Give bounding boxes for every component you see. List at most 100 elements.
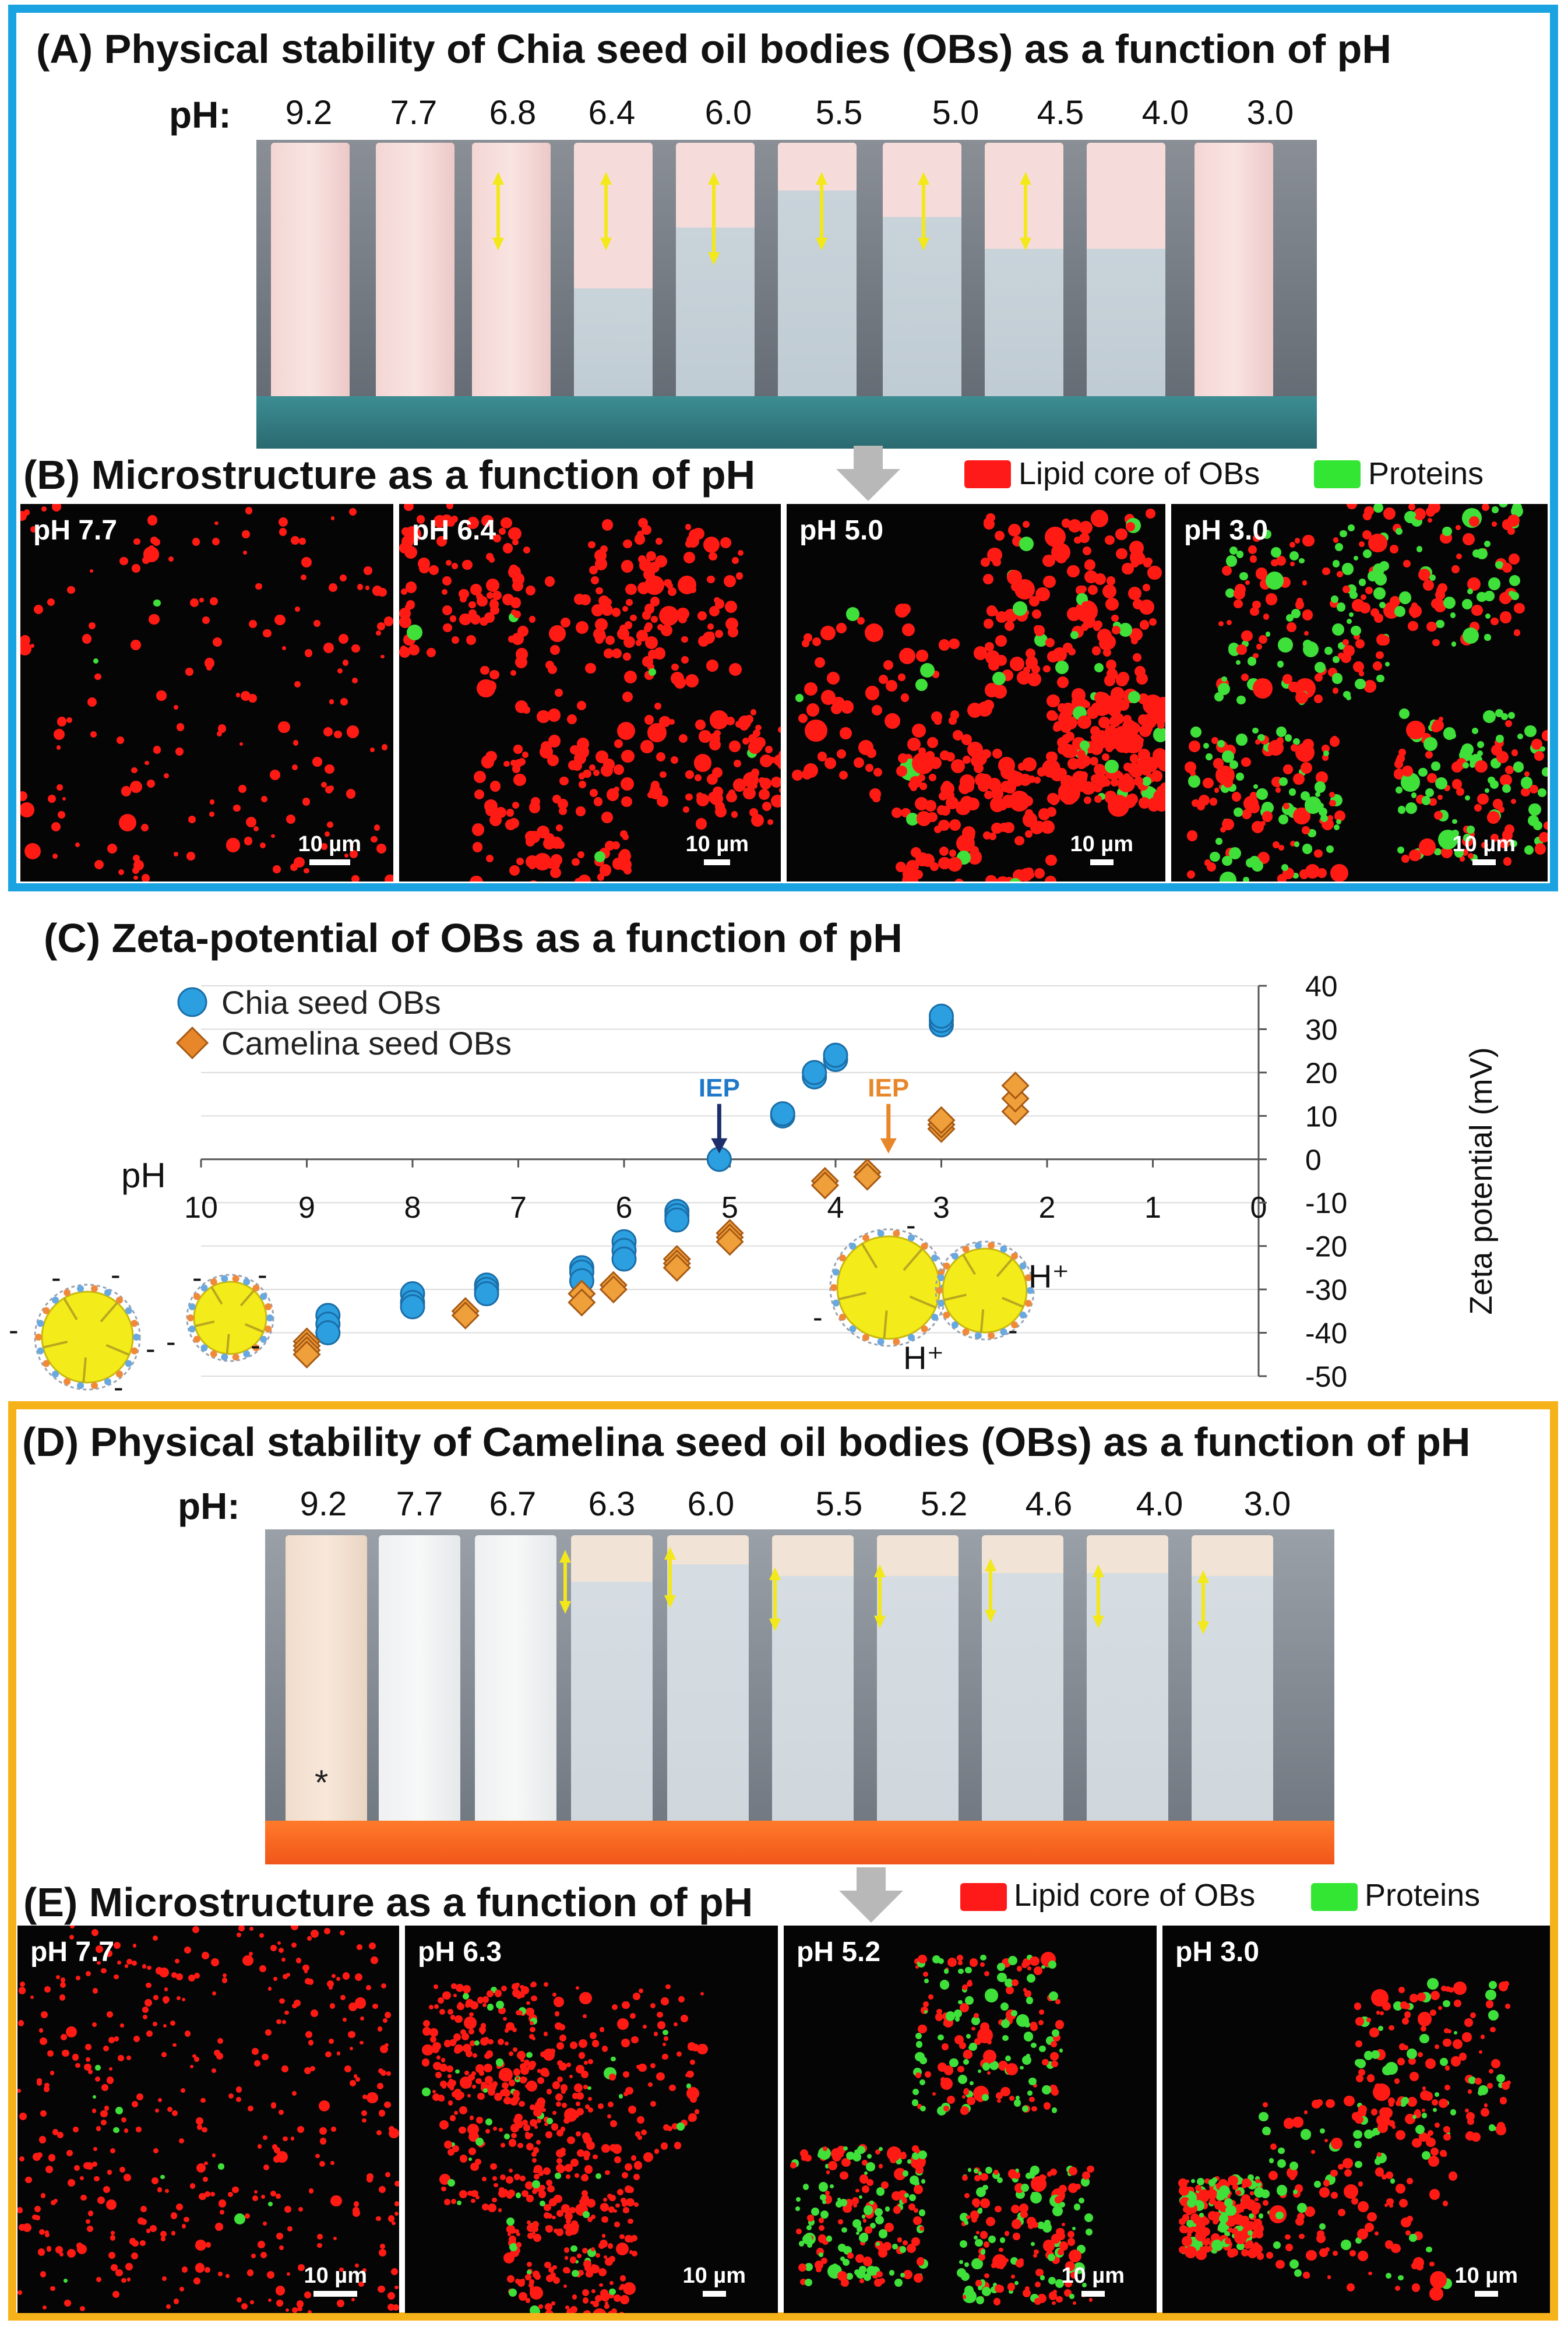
oil-body-droplet	[1040, 2275, 1045, 2280]
oil-body-pos-1-protein-dot	[862, 1334, 869, 1341]
oil-body-droplet	[103, 2045, 110, 2052]
oil-body-droplet	[1429, 798, 1437, 806]
micrograph-label: pH 7.7	[33, 515, 118, 546]
oil-body-droplet	[1444, 2065, 1450, 2071]
oil-body-droplet	[348, 507, 357, 516]
oil-body-neg-large-protein-dot	[77, 1285, 84, 1292]
oil-body-droplet	[470, 2198, 475, 2203]
oil-body-droplet	[865, 2226, 872, 2234]
oil-body-droplet	[1105, 597, 1119, 611]
oil-body-droplet	[552, 2110, 557, 2115]
oil-body-droplet	[118, 869, 125, 876]
oil-body-droplet	[1081, 2171, 1090, 2180]
oil-body-droplet	[1070, 630, 1079, 639]
oil-body-droplet	[911, 2099, 918, 2106]
oil-body-droplet	[977, 2069, 982, 2074]
oil-body-droplet	[609, 2195, 616, 2202]
oil-body-droplet	[250, 2300, 254, 2304]
oil-body-droplet	[1396, 757, 1403, 764]
oil-body-droplet	[281, 2020, 286, 2024]
oil-body-droplet	[960, 2213, 969, 2222]
oil-body-droplet	[1323, 750, 1330, 757]
oil-body-droplet	[1052, 2301, 1056, 2305]
oil-body-droplet	[379, 2249, 386, 2257]
oil-body-droplet	[967, 1981, 972, 1987]
oil-body-droplet	[598, 2103, 604, 2110]
oil-body-droplet	[771, 794, 781, 808]
oil-body-droplet	[175, 2203, 183, 2211]
oil-body-droplet	[843, 2146, 848, 2151]
oil-body-droplet	[184, 1947, 192, 1954]
oil-body-droplet	[112, 2291, 119, 2298]
oil-body-droplet	[865, 686, 880, 701]
oil-body-droplet	[599, 864, 612, 876]
oil-body-droplet	[590, 2214, 596, 2219]
oil-body-droplet	[96, 2276, 101, 2282]
oil-body-droplet	[1314, 2180, 1321, 2188]
oil-body-droplet	[636, 630, 649, 642]
oil-body-droplet	[1419, 2033, 1429, 2044]
oil-body-neg-large-oleosin	[105, 1344, 130, 1356]
oil-body-droplet	[552, 2215, 556, 2220]
oil-body-droplet	[1188, 775, 1201, 788]
iep-arrow-head	[711, 1138, 728, 1154]
oil-body-droplet	[491, 1987, 497, 1993]
oil-body-droplet	[1397, 846, 1405, 854]
tube-rack-base	[265, 1821, 1334, 1864]
oil-body-droplet	[472, 2053, 478, 2058]
oil-body-pos-2-protein-dot	[943, 1311, 950, 1319]
oil-body-droplet	[141, 874, 150, 882]
oil-body-pos-1-protein-dot	[931, 1254, 939, 1262]
oil-body-droplet	[698, 636, 709, 647]
oil-body-droplet	[504, 2028, 509, 2033]
oil-body-droplet	[1447, 2029, 1452, 2034]
oil-body-droplet	[1212, 2177, 1218, 2183]
oil-body-neg-large-protein-dot	[43, 1360, 50, 1367]
oil-body-droplet	[179, 2286, 184, 2291]
oil-body-droplet	[1354, 2002, 1362, 2010]
oil-body-droplet	[918, 1954, 927, 1964]
oil-body-droplet	[1224, 2238, 1231, 2245]
oil-body-neg-small-protein-dot	[232, 1353, 239, 1361]
oil-body-droplet	[544, 2203, 551, 2212]
oil-body-droplet	[1149, 618, 1157, 626]
oil-body-droplet	[295, 607, 301, 612]
oil-body-neg-large-protein-dot	[104, 1378, 111, 1385]
oil-body-droplet	[943, 2065, 954, 2076]
oil-body-droplet	[1272, 841, 1280, 848]
oil-body-droplet	[1344, 2184, 1359, 2199]
ph-value-label: 6.3	[588, 1485, 636, 1523]
oil-body-droplet	[57, 2131, 64, 2138]
protein-legend-label: Proteins	[1368, 456, 1484, 491]
oil-body-droplet	[575, 2173, 579, 2178]
oil-body-droplet	[909, 2194, 917, 2202]
oil-body-droplet	[1412, 2115, 1417, 2120]
oil-body-droplet	[156, 690, 167, 701]
oil-body-droplet	[987, 2040, 992, 2045]
oil-body-droplet	[668, 719, 675, 725]
oil-body-droplet	[902, 2198, 908, 2203]
oil-body-droplet	[182, 2266, 188, 2273]
oil-body-droplet	[1354, 633, 1361, 640]
oil-body-droplet	[835, 2200, 843, 2208]
oil-body-droplet	[662, 2042, 666, 2046]
oil-body-droplet	[1331, 2192, 1338, 2199]
oil-body-droplet	[163, 2023, 167, 2028]
oil-body-droplet	[1245, 580, 1250, 586]
oil-body-droplet	[613, 2294, 621, 2302]
oil-body-droplet	[749, 739, 763, 753]
creaming-arrow-icon	[1197, 1570, 1209, 1634]
oil-body-droplet	[376, 844, 386, 854]
oil-body-droplet	[225, 838, 241, 852]
oil-body-droplet	[192, 538, 200, 546]
oil-body-droplet	[469, 2012, 474, 2017]
oil-body-droplet	[566, 2062, 572, 2067]
oil-body-droplet	[1089, 756, 1098, 766]
oil-body-droplet	[840, 2171, 848, 2180]
oil-body-droplet	[1327, 2275, 1331, 2279]
oil-body-droplet	[429, 2028, 438, 2037]
oil-body-droplet	[1330, 2137, 1343, 2150]
oil-body-droplet	[527, 2269, 532, 2275]
oil-body-droplet	[657, 623, 664, 631]
oil-body-droplet	[604, 841, 615, 851]
